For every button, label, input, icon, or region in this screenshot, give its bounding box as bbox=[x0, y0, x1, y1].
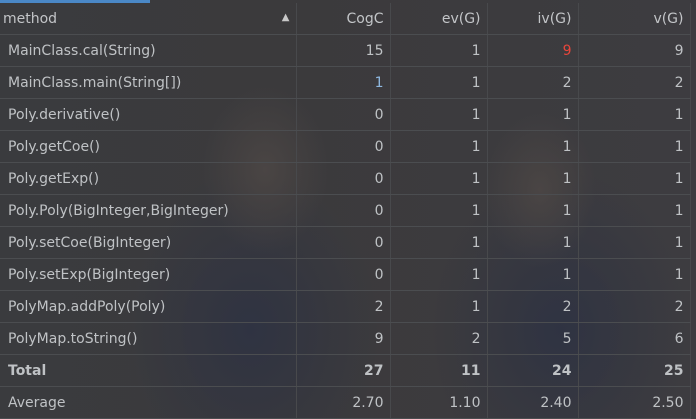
metrics-table: method ▲ CogC ev(G) iv(G) v(G) MainClass.… bbox=[0, 3, 691, 419]
table-row[interactable]: PolyMap.addPoly(Poly) 2 1 2 2 bbox=[0, 290, 691, 323]
header-row: method ▲ CogC ev(G) iv(G) v(G) bbox=[0, 3, 691, 35]
cell-method: MainClass.cal(String) bbox=[0, 34, 297, 67]
column-header-evg[interactable]: ev(G) bbox=[390, 3, 488, 35]
cell-ev: 1.10 bbox=[390, 386, 488, 419]
cell-cogc: 9 bbox=[296, 322, 391, 355]
cell-cogc: 0 bbox=[296, 226, 391, 259]
cell-v: 6 bbox=[578, 322, 691, 355]
cell-method: PolyMap.toString() bbox=[0, 322, 297, 355]
table-row[interactable]: Poly.derivative() 0 1 1 1 bbox=[0, 98, 691, 131]
cell-iv: 2.40 bbox=[487, 386, 579, 419]
table-row[interactable]: MainClass.cal(String) 15 1 9 9 bbox=[0, 34, 691, 67]
cell-ev: 1 bbox=[390, 34, 488, 67]
cell-cogc: 15 bbox=[296, 34, 391, 67]
cell-v: 25 bbox=[578, 354, 691, 387]
cell-ev: 1 bbox=[390, 66, 488, 99]
cell-cogc: 0 bbox=[296, 130, 391, 163]
active-tab-indicator bbox=[0, 0, 150, 3]
column-header-vg[interactable]: v(G) bbox=[578, 3, 691, 35]
table-row[interactable]: Poly.getExp() 0 1 1 1 bbox=[0, 162, 691, 195]
cell-v: 1 bbox=[578, 226, 691, 259]
cell-ev: 1 bbox=[390, 98, 488, 131]
cell-ev: 1 bbox=[390, 226, 488, 259]
cell-cogc: 0 bbox=[296, 258, 391, 291]
cell-v: 1 bbox=[578, 130, 691, 163]
table-row[interactable]: Poly.setExp(BigInteger) 0 1 1 1 bbox=[0, 258, 691, 291]
cell-ev: 1 bbox=[390, 194, 488, 227]
cell-method: Poly.setCoe(BigInteger) bbox=[0, 226, 297, 259]
cell-cogc: 27 bbox=[296, 354, 391, 387]
total-row[interactable]: Total 27 11 24 25 bbox=[0, 354, 691, 387]
cell-cogc: 2.70 bbox=[296, 386, 391, 419]
table-row[interactable]: PolyMap.toString() 9 2 5 6 bbox=[0, 322, 691, 355]
cell-cogc: 0 bbox=[296, 162, 391, 195]
cell-iv: 1 bbox=[487, 130, 579, 163]
triangle-up-icon: ▲ bbox=[281, 12, 290, 23]
cell-v: 1 bbox=[578, 98, 691, 131]
cell-iv: 1 bbox=[487, 226, 579, 259]
cell-iv: 2 bbox=[487, 66, 579, 99]
cell-method: Poly.derivative() bbox=[0, 98, 297, 131]
cell-method: Average bbox=[0, 386, 297, 419]
cell-ev: 1 bbox=[390, 130, 488, 163]
cell-v: 1 bbox=[578, 194, 691, 227]
column-header-cogc[interactable]: CogC bbox=[296, 3, 391, 35]
cell-v: 1 bbox=[578, 258, 691, 291]
table-row[interactable]: Poly.getCoe() 0 1 1 1 bbox=[0, 130, 691, 163]
cell-method: Poly.getCoe() bbox=[0, 130, 297, 163]
column-label: method bbox=[3, 10, 58, 27]
cell-iv: 1 bbox=[487, 258, 579, 291]
table-row[interactable]: MainClass.main(String[]) 1 1 2 2 bbox=[0, 66, 691, 99]
table-row[interactable]: Poly.Poly(BigInteger,BigInteger) 0 1 1 1 bbox=[0, 194, 691, 227]
cell-v: 9 bbox=[578, 34, 691, 67]
cell-ev: 11 bbox=[390, 354, 488, 387]
cell-method: Total bbox=[0, 354, 297, 387]
cell-cogc: 1 bbox=[296, 66, 391, 99]
cell-iv: 5 bbox=[487, 322, 579, 355]
cell-ev: 2 bbox=[390, 322, 488, 355]
cell-ev: 1 bbox=[390, 290, 488, 323]
cell-method: Poly.Poly(BigInteger,BigInteger) bbox=[0, 194, 297, 227]
cell-ev: 1 bbox=[390, 162, 488, 195]
column-header-ivg[interactable]: iv(G) bbox=[487, 3, 579, 35]
cell-cogc: 2 bbox=[296, 290, 391, 323]
cell-cogc: 0 bbox=[296, 194, 391, 227]
cell-v: 2 bbox=[578, 66, 691, 99]
cell-iv: 9 bbox=[487, 34, 579, 67]
cell-method: MainClass.main(String[]) bbox=[0, 66, 297, 99]
table-row[interactable]: Poly.setCoe(BigInteger) 0 1 1 1 bbox=[0, 226, 691, 259]
cell-method: Poly.getExp() bbox=[0, 162, 297, 195]
cell-iv: 1 bbox=[487, 162, 579, 195]
cell-v: 2 bbox=[578, 290, 691, 323]
column-header-method[interactable]: method ▲ bbox=[0, 3, 297, 35]
cell-iv: 24 bbox=[487, 354, 579, 387]
cell-v: 2.50 bbox=[578, 386, 691, 419]
cell-method: PolyMap.addPoly(Poly) bbox=[0, 290, 297, 323]
cell-iv: 1 bbox=[487, 194, 579, 227]
cell-method: Poly.setExp(BigInteger) bbox=[0, 258, 297, 291]
cell-iv: 1 bbox=[487, 98, 579, 131]
cell-ev: 1 bbox=[390, 258, 488, 291]
cell-cogc: 0 bbox=[296, 98, 391, 131]
cell-iv: 2 bbox=[487, 290, 579, 323]
average-row[interactable]: Average 2.70 1.10 2.40 2.50 bbox=[0, 386, 691, 419]
cell-v: 1 bbox=[578, 162, 691, 195]
